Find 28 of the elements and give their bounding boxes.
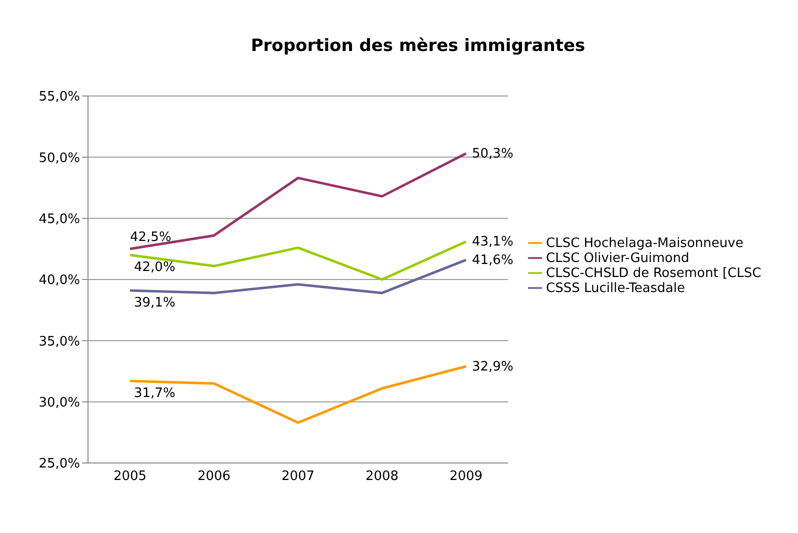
line-series bbox=[128, 258, 468, 294]
data-label: 43,1% bbox=[472, 234, 514, 250]
line-series bbox=[128, 365, 468, 424]
y-tick-label: 50,0% bbox=[38, 150, 80, 166]
data-label: 41,6% bbox=[472, 252, 514, 268]
x-tick-label: 2007 bbox=[281, 469, 315, 484]
legend-label: CLSC Hochelaga-Maisonneuve bbox=[546, 236, 744, 250]
y-tick-label: 30,0% bbox=[38, 395, 80, 410]
legend-label: CSSS Lucille-Teasdale bbox=[546, 280, 685, 296]
data-label: 39,1% bbox=[134, 296, 176, 311]
data-label: 32,9% bbox=[472, 359, 514, 374]
line-series bbox=[128, 152, 468, 250]
x-tick-label: 2008 bbox=[365, 469, 399, 484]
legend-label: CLSC Olivier-Guimond bbox=[546, 250, 690, 266]
y-tick-label: 35,0% bbox=[38, 334, 80, 350]
y-tick-label: 55,0% bbox=[38, 90, 80, 105]
data-label: 42,5% bbox=[130, 230, 172, 245]
x-tick-label: 2006 bbox=[197, 469, 231, 484]
chart-title: Proportion des mères immigrantes bbox=[250, 36, 586, 56]
data-label: 31,7% bbox=[134, 386, 176, 402]
legend-label: CLSC-CHSLD de Rosemont [CLSC bbox=[546, 266, 762, 280]
y-tick-label: 25,0% bbox=[38, 456, 80, 472]
data-label: 42,0% bbox=[134, 260, 176, 276]
x-tick-label: 2005 bbox=[113, 469, 147, 484]
y-tick-label: 45,0% bbox=[38, 212, 80, 227]
data-label: 50,3% bbox=[472, 146, 514, 162]
y-tick-label: 40,0% bbox=[38, 273, 80, 288]
x-tick-label: 2009 bbox=[449, 469, 483, 484]
